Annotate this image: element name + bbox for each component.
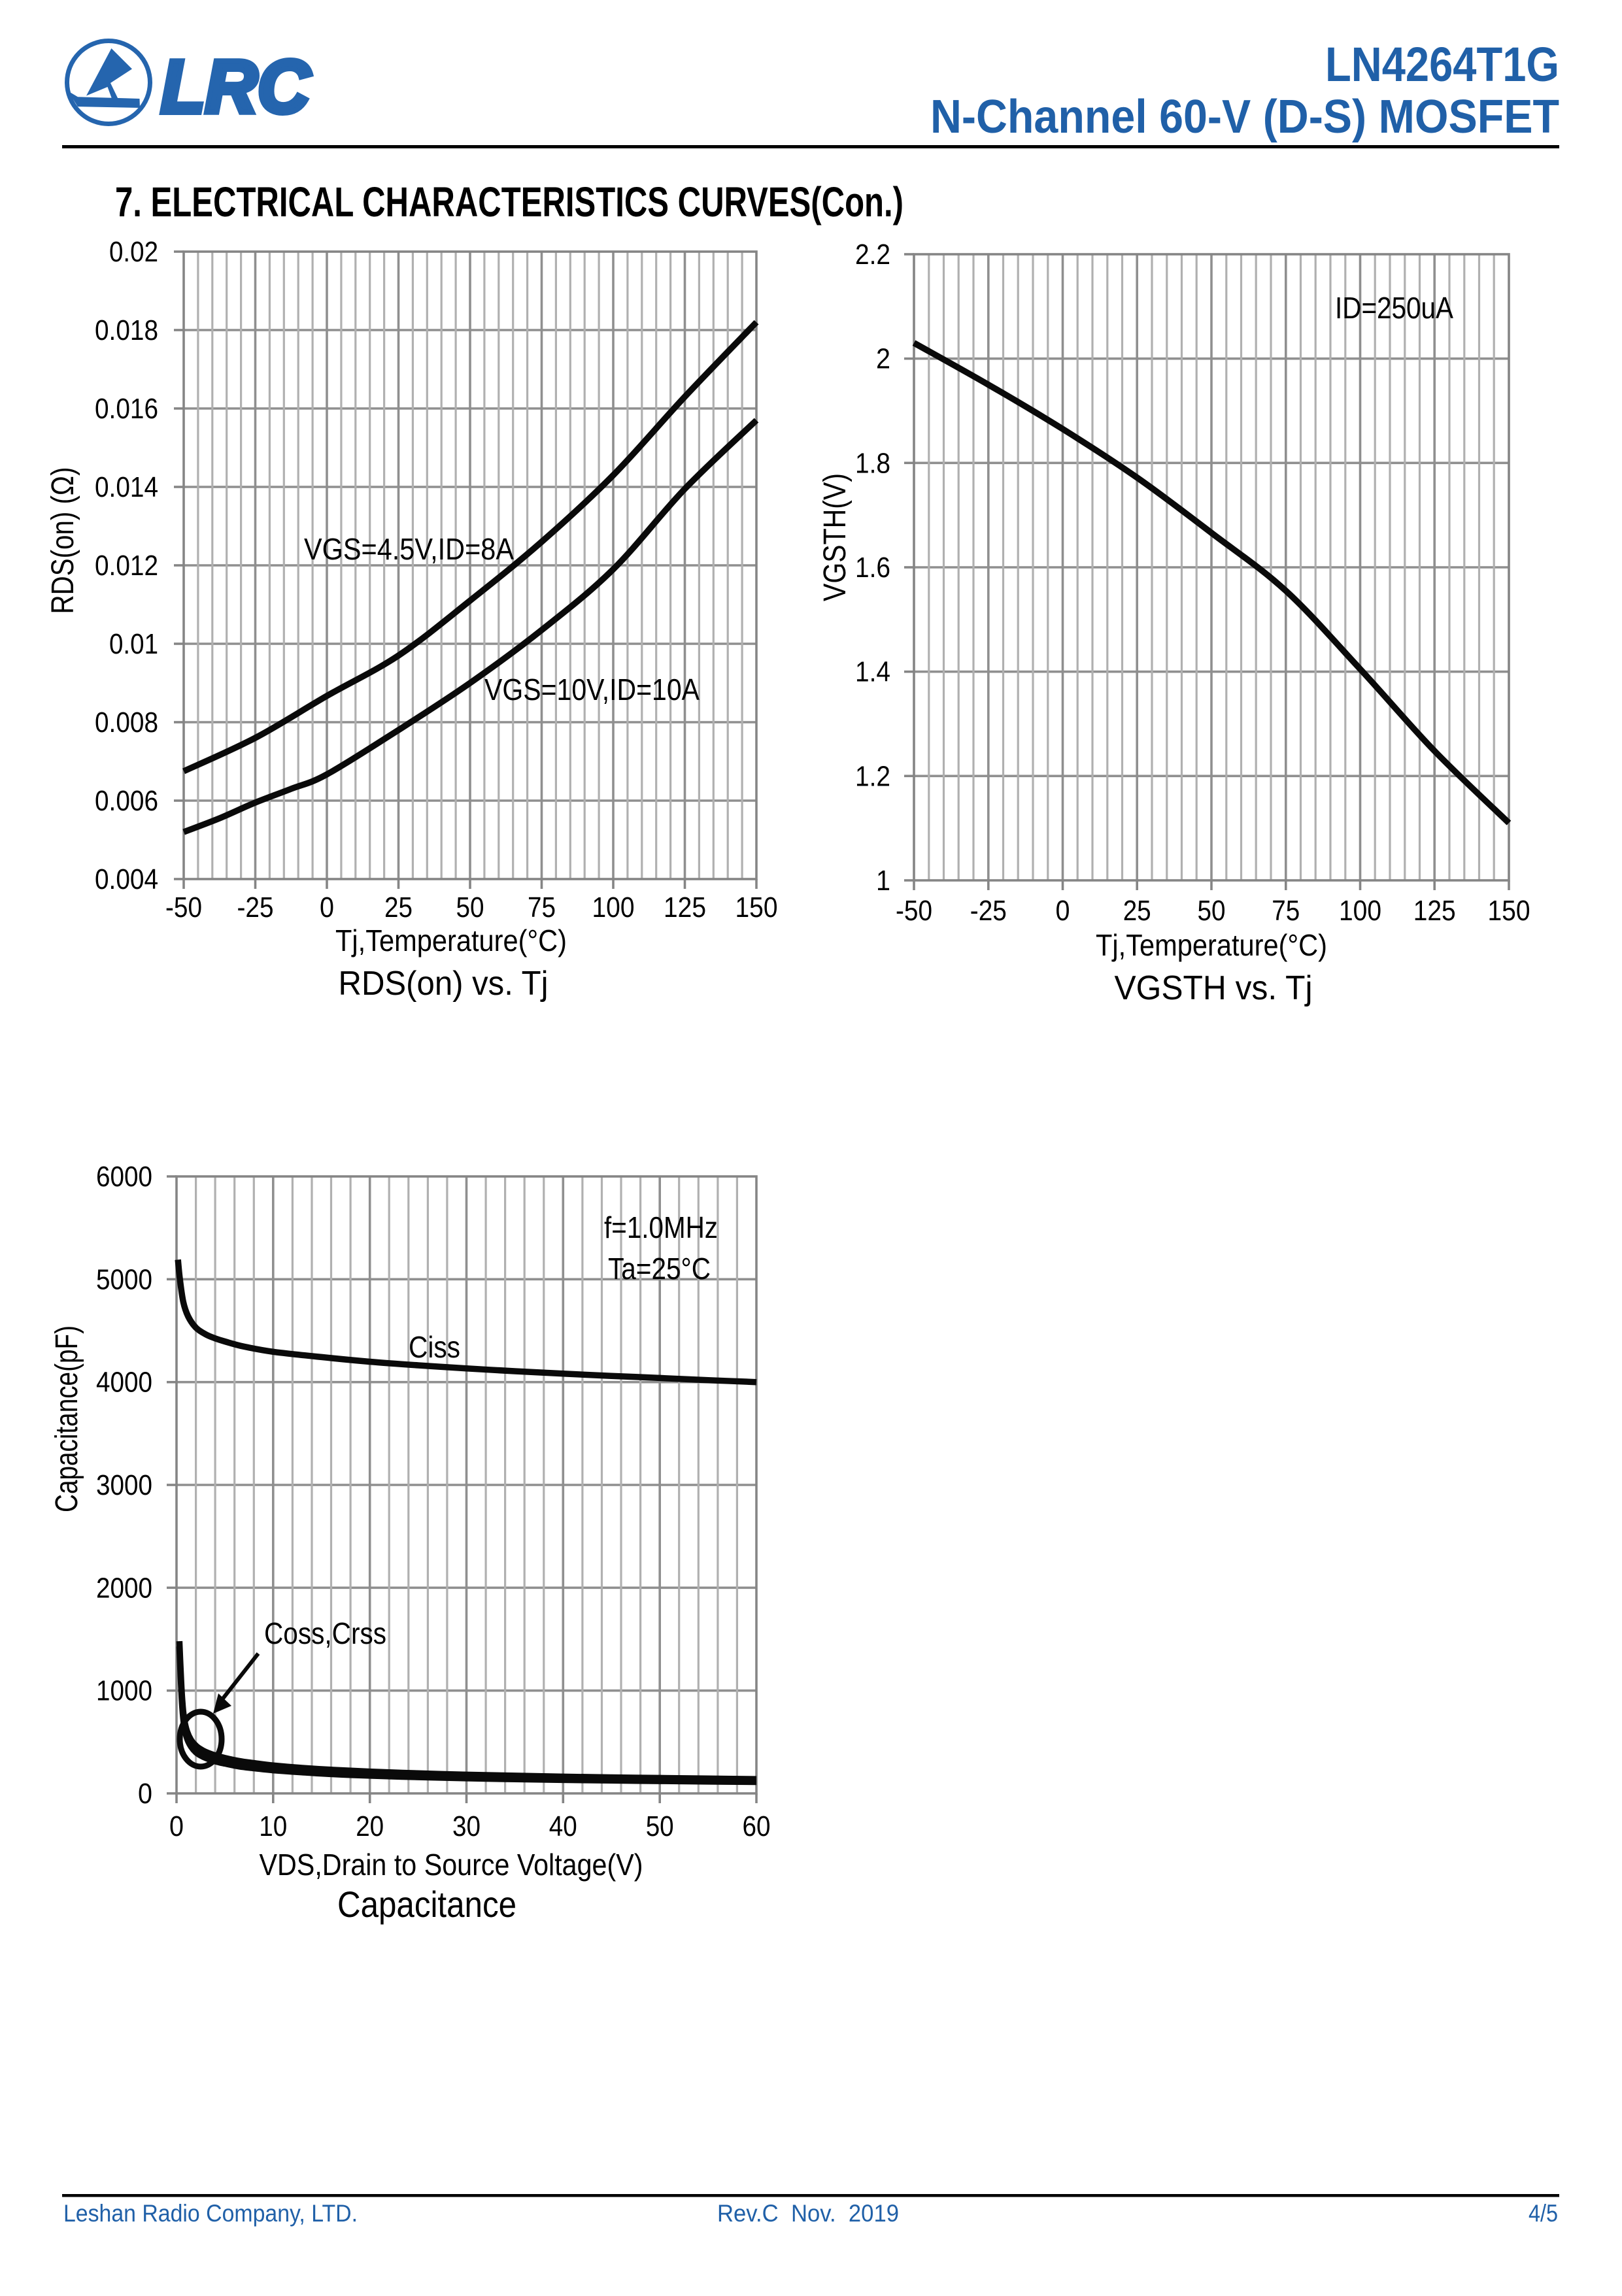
svg-text:60: 60 <box>743 1810 771 1842</box>
svg-text:VGS=10V,ID=10A: VGS=10V,ID=10A <box>484 673 700 707</box>
svg-text:0.02: 0.02 <box>109 236 158 268</box>
svg-text:VGSTH vs. Tj: VGSTH vs. Tj <box>1115 969 1313 1007</box>
svg-text:25: 25 <box>384 891 413 923</box>
svg-text:-25: -25 <box>970 895 1007 927</box>
svg-text:Ta=25°C: Ta=25°C <box>608 1252 711 1286</box>
svg-text:Capacitance(pF): Capacitance(pF) <box>50 1325 84 1512</box>
svg-text:VDS,Drain to Source Voltage(V): VDS,Drain to Source Voltage(V) <box>260 1848 643 1882</box>
svg-text:1: 1 <box>876 865 890 897</box>
svg-text:1.8: 1.8 <box>855 447 890 479</box>
svg-text:LRC: LRC <box>161 46 311 129</box>
svg-text:1.2: 1.2 <box>855 760 890 792</box>
svg-text:-50: -50 <box>165 891 202 923</box>
svg-text:0: 0 <box>138 1778 152 1810</box>
svg-text:0.01: 0.01 <box>109 628 158 660</box>
svg-text:4/5: 4/5 <box>1529 2200 1558 2227</box>
svg-text:20: 20 <box>356 1810 384 1842</box>
svg-text:30: 30 <box>452 1810 481 1842</box>
svg-text:1.4: 1.4 <box>855 656 890 688</box>
svg-text:75: 75 <box>1272 895 1300 927</box>
svg-text:0.014: 0.014 <box>95 471 158 503</box>
svg-text:Tj,Temperature(°C): Tj,Temperature(°C) <box>1096 928 1327 962</box>
svg-text:2.2: 2.2 <box>855 239 890 271</box>
svg-text:6000: 6000 <box>96 1161 152 1193</box>
svg-text:50: 50 <box>456 891 484 923</box>
svg-text:100: 100 <box>592 891 635 923</box>
svg-text:25: 25 <box>1123 895 1151 927</box>
svg-text:-25: -25 <box>237 891 274 923</box>
svg-text:5000: 5000 <box>96 1263 152 1295</box>
svg-text:Capacitance: Capacitance <box>337 1884 516 1925</box>
svg-text:Tj,Temperature(°C): Tj,Temperature(°C) <box>335 923 567 957</box>
svg-text:1.6: 1.6 <box>855 552 890 584</box>
svg-text:VGS=4.5V,ID=8A: VGS=4.5V,ID=8A <box>304 532 514 566</box>
svg-text:125: 125 <box>1413 895 1456 927</box>
svg-text:7. ELECTRICAL CHARACTERISTICS: 7. ELECTRICAL CHARACTERISTICS CURVES(Con… <box>115 178 904 225</box>
svg-text:2000: 2000 <box>96 1572 152 1604</box>
svg-text:0: 0 <box>1056 895 1070 927</box>
svg-text:Ciss: Ciss <box>409 1330 460 1364</box>
svg-text:LN4264T1G: LN4264T1G <box>1325 37 1559 92</box>
svg-text:100: 100 <box>1339 895 1381 927</box>
svg-text:1000: 1000 <box>96 1675 152 1707</box>
svg-text:40: 40 <box>549 1810 577 1842</box>
svg-text:2: 2 <box>876 343 890 375</box>
svg-text:3000: 3000 <box>96 1469 152 1501</box>
svg-text:RDS(on) (Ω): RDS(on) (Ω) <box>46 467 80 614</box>
svg-text:0: 0 <box>320 891 334 923</box>
svg-text:150: 150 <box>735 891 778 923</box>
svg-text:50: 50 <box>646 1810 674 1842</box>
svg-text:10: 10 <box>259 1810 287 1842</box>
svg-text:Coss,Crss: Coss,Crss <box>264 1616 386 1650</box>
svg-text:0.004: 0.004 <box>95 863 158 895</box>
svg-text:ID=250uA: ID=250uA <box>1335 291 1453 325</box>
svg-text:Rev.C Nov. 2019: Rev.C Nov. 2019 <box>717 2200 899 2227</box>
svg-text:150: 150 <box>1488 895 1530 927</box>
svg-text:0.012: 0.012 <box>95 550 158 582</box>
svg-text:50: 50 <box>1198 895 1226 927</box>
svg-text:125: 125 <box>664 891 706 923</box>
svg-text:0.018: 0.018 <box>95 314 158 346</box>
svg-text:0.016: 0.016 <box>95 393 158 425</box>
svg-text:4000: 4000 <box>96 1367 152 1399</box>
svg-text:N-Channel 60-V (D-S) MOSFET: N-Channel 60-V (D-S) MOSFET <box>930 91 1559 143</box>
svg-text:0.008: 0.008 <box>95 707 158 739</box>
svg-text:VGSTH(V): VGSTH(V) <box>818 473 853 601</box>
svg-text:0: 0 <box>169 1810 184 1842</box>
svg-text:f=1.0MHz: f=1.0MHz <box>604 1210 718 1244</box>
svg-text:-50: -50 <box>896 895 932 927</box>
svg-text:75: 75 <box>528 891 556 923</box>
svg-text:Leshan Radio Company, LTD.: Leshan Radio Company, LTD. <box>63 2200 358 2227</box>
svg-text:RDS(on) vs. Tj: RDS(on) vs. Tj <box>339 965 549 1003</box>
svg-text:0.006: 0.006 <box>95 785 158 817</box>
